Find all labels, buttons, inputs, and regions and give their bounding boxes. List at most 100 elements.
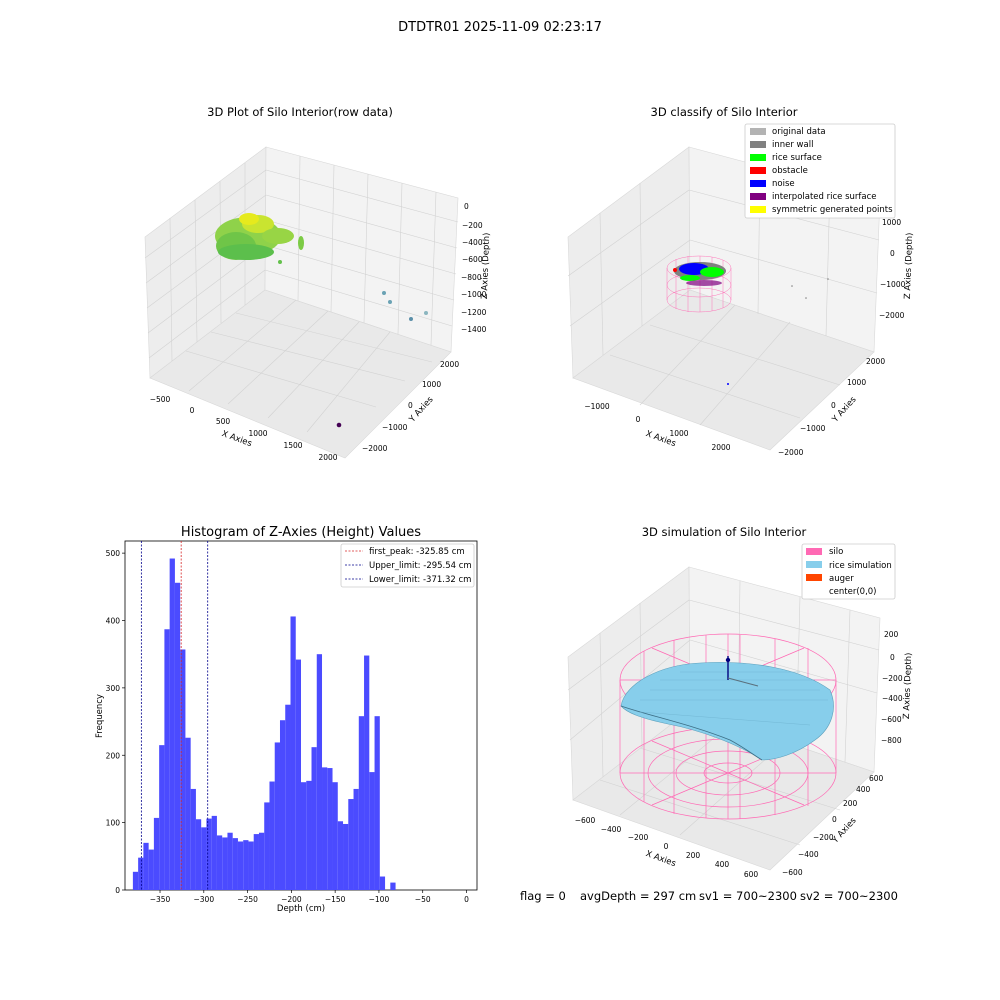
svg-text:−2000: −2000 bbox=[362, 444, 388, 453]
legend-label-upper-limit: Upper_limit: -295.54 cm bbox=[369, 561, 472, 571]
simulation-zlabel: Z Axies (Depth) bbox=[902, 652, 914, 719]
svg-text:−1000: −1000 bbox=[382, 423, 408, 432]
histogram-bar bbox=[169, 558, 175, 890]
histogram-bar bbox=[201, 827, 207, 890]
histogram-bar bbox=[369, 772, 375, 890]
histogram-bar bbox=[138, 857, 144, 890]
svg-text:2000: 2000 bbox=[318, 453, 337, 462]
svg-text:0: 0 bbox=[890, 653, 895, 662]
svg-text:−2000: −2000 bbox=[879, 311, 905, 320]
svg-text:−1000: −1000 bbox=[461, 290, 487, 299]
svg-text:−600: −600 bbox=[575, 816, 596, 825]
histogram-bar bbox=[379, 876, 386, 890]
histogram-bar bbox=[258, 832, 265, 890]
legend-swatch-rice-simulation bbox=[806, 561, 822, 568]
classify-z-ticks: 1000 0 −1000 −2000 bbox=[879, 218, 906, 320]
histogram-bar bbox=[306, 780, 312, 890]
classify-3d-plot: 3D classify of Silo Interior bbox=[567, 105, 915, 457]
simulation-rice-surface bbox=[620, 662, 834, 761]
svg-text:−800: −800 bbox=[881, 736, 902, 745]
svg-text:−1000: −1000 bbox=[584, 402, 610, 411]
svg-text:−200: −200 bbox=[628, 833, 649, 842]
histogram-bar bbox=[274, 742, 280, 890]
classify-zlabel: Z Axies (Depth) bbox=[903, 232, 915, 299]
histogram-bar bbox=[232, 838, 238, 890]
svg-text:0: 0 bbox=[408, 401, 413, 410]
histogram-bar bbox=[343, 823, 349, 890]
svg-text:1000: 1000 bbox=[882, 218, 901, 227]
classify-plot-title: 3D classify of Silo Interior bbox=[651, 105, 798, 119]
simulation-xlabel: X Axies bbox=[644, 849, 677, 869]
raw-x-ticks: −500 0 500 1000 1500 2000 bbox=[150, 395, 338, 462]
histogram-chart: Histogram of Z-Axies (Height) Values −35… bbox=[95, 525, 478, 914]
simulation-x-ticks: −600 −400 −200 0 200 400 600 bbox=[575, 816, 759, 879]
histogram-x-tick-label: −250 bbox=[237, 895, 258, 904]
histogram-bar bbox=[190, 788, 196, 890]
svg-text:200: 200 bbox=[686, 851, 701, 860]
raw-plot-title: 3D Plot of Silo Interior(row data) bbox=[207, 105, 393, 119]
legend-swatch-silo bbox=[806, 548, 822, 555]
legend-swatch-symmetric bbox=[750, 206, 766, 213]
histogram-bar bbox=[301, 782, 307, 890]
histogram-y-tick-label: 0 bbox=[115, 886, 120, 895]
histogram-bar bbox=[337, 821, 344, 890]
raw-z-ticks: 0 −200 −400 −600 −800 −1000 −1200 −1400 bbox=[461, 202, 487, 334]
svg-text:−200: −200 bbox=[462, 221, 483, 230]
histogram-x-tick-label: −150 bbox=[325, 895, 346, 904]
simulation-3d-plot: 3D simulation of Silo Interior bbox=[567, 525, 914, 879]
svg-text:200: 200 bbox=[884, 630, 899, 639]
svg-text:−400: −400 bbox=[601, 825, 622, 834]
histogram-y-tick-label: 100 bbox=[106, 819, 121, 828]
histogram-y-tick-label: 200 bbox=[106, 751, 121, 760]
simulation-legend: silo rice simulation auger center(0,0) bbox=[801, 543, 896, 600]
svg-text:−800: −800 bbox=[461, 273, 482, 282]
classify-legend: original data inner wall rice surface ob… bbox=[744, 123, 896, 219]
legend-label-center: center(0,0) bbox=[829, 587, 877, 597]
svg-text:0: 0 bbox=[190, 406, 195, 415]
histogram-bar bbox=[132, 871, 139, 890]
histogram-bar bbox=[290, 616, 296, 890]
histogram-bar bbox=[332, 782, 338, 890]
legend-swatch-inner-wall bbox=[750, 141, 766, 148]
histogram-bar bbox=[211, 815, 217, 890]
svg-text:−600: −600 bbox=[462, 255, 483, 264]
histogram-y-tick-label: 500 bbox=[106, 549, 121, 558]
histogram-title: Histogram of Z-Axies (Height) Values bbox=[181, 525, 421, 540]
legend-label-silo: silo bbox=[829, 547, 843, 557]
raw-3d-panes bbox=[144, 146, 459, 459]
histogram-bar bbox=[174, 582, 181, 890]
histogram-bar bbox=[353, 788, 359, 890]
svg-text:−400: −400 bbox=[798, 850, 819, 859]
histogram-bar bbox=[285, 704, 291, 890]
status-line: flag = 0 avgDepth = 297 cm sv1 = 700~230… bbox=[520, 889, 898, 903]
svg-text:1000: 1000 bbox=[669, 429, 688, 438]
histogram-legend: first_peak: -325.85 cm Upper_limit: -295… bbox=[340, 543, 475, 588]
status-sv2: sv2 = 700~2300 bbox=[800, 889, 898, 903]
histogram-bar bbox=[159, 745, 165, 890]
histogram-bar bbox=[237, 841, 244, 890]
histogram-bar bbox=[185, 737, 191, 890]
legend-label-obstacle: obstacle bbox=[772, 166, 808, 176]
histogram-vlines bbox=[140, 541, 209, 890]
legend-label-rice-simulation: rice simulation bbox=[829, 561, 892, 571]
histogram-bar bbox=[311, 747, 317, 890]
svg-text:0: 0 bbox=[832, 815, 837, 824]
histogram-y-tick-label: 300 bbox=[106, 684, 121, 693]
histogram-bar bbox=[227, 832, 233, 890]
legend-label-interpolated: interpolated rice surface bbox=[772, 192, 877, 202]
svg-text:1000: 1000 bbox=[422, 380, 441, 389]
histogram-x-tick-label: −200 bbox=[281, 895, 302, 904]
legend-label-auger: auger bbox=[829, 574, 854, 584]
svg-text:−400: −400 bbox=[462, 238, 483, 247]
histogram-bar bbox=[253, 834, 259, 890]
svg-text:−2000: −2000 bbox=[778, 448, 804, 457]
histogram-bar bbox=[364, 655, 370, 890]
histogram-bar bbox=[374, 716, 380, 890]
histogram-bar bbox=[180, 649, 186, 890]
histogram-x-tick-label: −300 bbox=[194, 895, 215, 904]
histogram-bar bbox=[316, 654, 323, 890]
histogram-bar bbox=[143, 842, 149, 890]
svg-text:600: 600 bbox=[869, 774, 884, 783]
legend-swatch-noise bbox=[750, 180, 766, 187]
legend-label-first-peak: first_peak: -325.85 cm bbox=[369, 547, 465, 557]
